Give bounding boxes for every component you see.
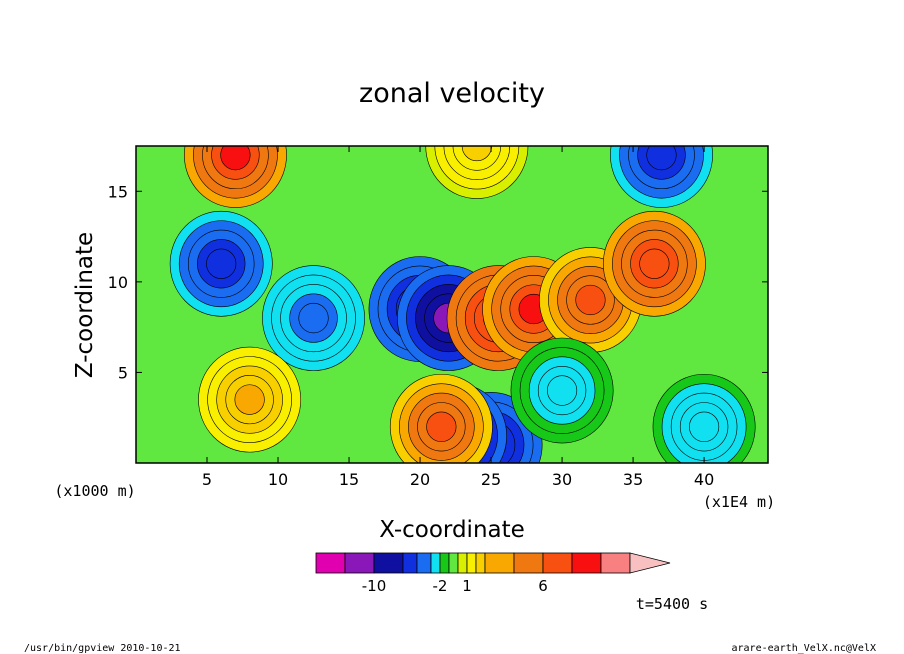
footer-left: /usr/bin/gpview 2010-10-21 [24,643,181,654]
colorbar-swatch [542,552,573,574]
y-axis-label: Z-coordinate [72,232,98,378]
colorbar-swatch [600,552,631,574]
colorbar-swatch [373,552,404,574]
y-axis: 5 10 15 [108,182,768,382]
velocity-contour-7-4 [575,284,606,316]
y-tick-label: 5 [118,363,128,382]
chart-title: zonal velocity [359,78,545,109]
x-unit-label: (x1E4 m) [703,493,775,511]
colorbar-swatch [315,552,346,574]
y-tick-label: 15 [108,182,128,201]
colorbar-tick-label: -10 [362,577,387,595]
x-tick-label: 15 [339,470,359,489]
velocity-contour-14-4 [234,384,265,415]
x-tick-label: 20 [410,470,430,489]
velocity-contour-15-4 [546,375,578,406]
velocity-field [169,146,756,463]
colorbar-swatch [439,552,450,574]
x-tick-label: 25 [481,470,501,489]
x-axis-label: X-coordinate [379,517,525,543]
colorbar-tick-label: 6 [538,577,548,595]
y-unit-label: (x1000 m) [54,482,135,500]
colorbar-swatch [416,552,432,574]
velocity-contour-10-4 [461,146,492,162]
velocity-contour-16-4 [689,411,720,442]
colorbar-arrow [629,552,671,574]
colorbar-swatch [475,552,486,574]
colorbar-tick-label: 1 [462,577,472,595]
plot-frame [135,145,769,464]
colorbar-tick-label: -2 [433,577,448,595]
colorbar: -10 -2 1 6 [315,552,671,595]
time-label: t=5400 s [636,595,708,613]
velocity-contour-1-4 [206,248,237,279]
plot-area [135,145,769,464]
footer-right: arare-earth_VelX.nc@VelX [732,643,877,654]
colorbar-swatch [402,552,418,574]
velocity-contour-13-4 [426,411,457,442]
colorbar-swatch [513,552,544,574]
velocity-contour-8-4 [639,248,670,279]
colorbar-swatch [344,552,375,574]
y-tick-label: 10 [108,273,128,292]
x-tick-label: 10 [268,470,288,489]
colorbar-swatch [484,552,515,574]
x-axis: 5 10 15 20 25 30 35 40 [202,146,714,489]
colorbar-swatch [448,552,459,574]
velocity-contour-2-4 [298,302,329,334]
velocity-contour-0-4 [220,146,251,171]
colorbar-swatch [430,552,441,574]
x-tick-label: 40 [694,470,714,489]
x-tick-label: 30 [552,470,572,489]
velocity-contour-9-4 [646,146,677,171]
x-tick-label: 35 [623,470,643,489]
colorbar-swatch [466,552,477,574]
colorbar-swatch [571,552,602,574]
x-tick-label: 5 [202,470,212,489]
colorbar-swatch [457,552,468,574]
